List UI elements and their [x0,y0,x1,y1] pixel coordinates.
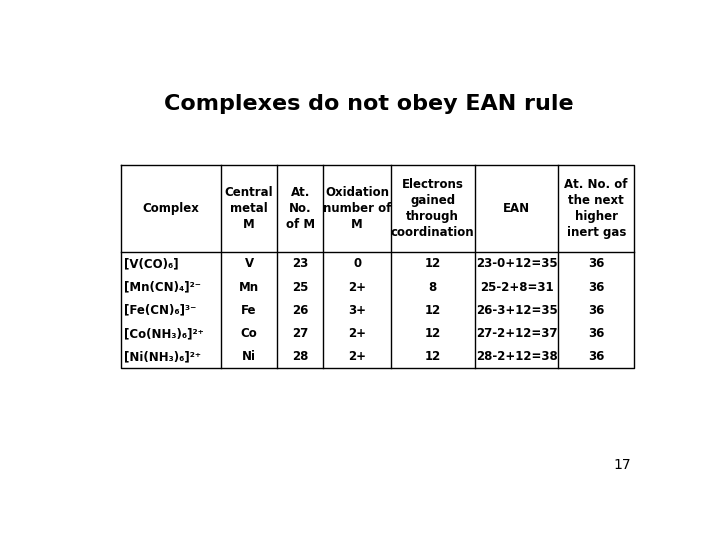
Text: Electrons: Electrons [402,178,464,191]
Text: 28: 28 [292,350,309,363]
Text: the next: the next [568,194,624,207]
Text: of M: of M [286,218,315,231]
Text: 27-2+12=37: 27-2+12=37 [476,327,557,340]
Text: 36: 36 [588,258,604,271]
Text: 36: 36 [588,327,604,340]
Text: 26-3+12=35: 26-3+12=35 [476,304,557,317]
Text: 36: 36 [588,350,604,363]
Text: 36: 36 [588,281,604,294]
Text: metal: metal [230,202,268,215]
Text: V: V [245,258,253,271]
Text: [Ni(NH₃)₆]²⁺: [Ni(NH₃)₆]²⁺ [124,350,201,363]
Text: 17: 17 [613,458,631,472]
Text: 25: 25 [292,281,309,294]
Text: Ni: Ni [242,350,256,363]
Text: [Co(NH₃)₆]²⁺: [Co(NH₃)₆]²⁺ [124,327,204,340]
Text: 12: 12 [425,350,441,363]
Text: At. No. of: At. No. of [564,178,628,191]
Text: 26: 26 [292,304,309,317]
Text: Complex: Complex [143,202,199,215]
Text: 0: 0 [353,258,361,271]
Text: 12: 12 [425,327,441,340]
Text: 2+: 2+ [348,350,366,363]
Text: M: M [243,218,255,231]
Text: 25-2+8=31: 25-2+8=31 [480,281,554,294]
Text: Central: Central [225,186,274,199]
Text: 23-0+12=35: 23-0+12=35 [476,258,557,271]
Text: 28-2+12=38: 28-2+12=38 [476,350,557,363]
Text: through: through [406,210,459,223]
Text: 2+: 2+ [348,281,366,294]
Text: Co: Co [240,327,258,340]
Text: coordination: coordination [391,226,474,239]
Text: number of: number of [323,202,391,215]
Text: higher: higher [575,210,618,223]
Text: 3+: 3+ [348,304,366,317]
Text: [Mn(CN)₄]²⁻: [Mn(CN)₄]²⁻ [124,281,201,294]
Text: 36: 36 [588,304,604,317]
Text: [Fe(CN)₆]³⁻: [Fe(CN)₆]³⁻ [124,304,197,317]
Text: Complexes do not obey EAN rule: Complexes do not obey EAN rule [164,94,574,114]
Text: No.: No. [289,202,312,215]
Text: 2+: 2+ [348,327,366,340]
Text: 12: 12 [425,304,441,317]
Text: 27: 27 [292,327,308,340]
Text: 23: 23 [292,258,308,271]
Text: EAN: EAN [503,202,530,215]
Text: inert gas: inert gas [567,226,626,239]
Text: Mn: Mn [239,281,259,294]
Text: gained: gained [410,194,455,207]
Text: Fe: Fe [241,304,257,317]
Text: 12: 12 [425,258,441,271]
Text: At.: At. [291,186,310,199]
Text: 8: 8 [428,281,437,294]
Text: M: M [351,218,363,231]
Text: [V(CO)₆]: [V(CO)₆] [124,258,179,271]
Text: Oxidation: Oxidation [325,186,389,199]
